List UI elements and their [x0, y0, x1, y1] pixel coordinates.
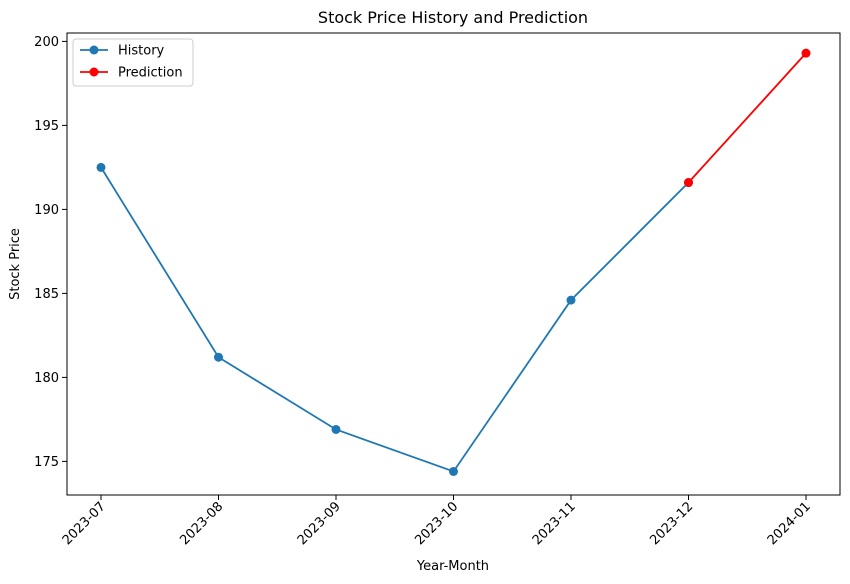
legend-item-history: History	[80, 44, 165, 59]
y-tick-label: 180	[34, 371, 59, 386]
y-tick-label: 200	[34, 35, 59, 50]
data-point	[449, 466, 458, 476]
data-point	[684, 178, 693, 188]
data-point	[566, 295, 576, 305]
data-point	[331, 424, 341, 434]
series-line	[100, 166, 690, 473]
y-tick-label: 175	[34, 455, 59, 470]
legend-label: History	[118, 44, 165, 59]
series-line	[687, 52, 807, 184]
legend-marker	[89, 45, 99, 55]
data-point	[801, 48, 811, 58]
data-point	[96, 162, 106, 172]
legend: History Prediction	[72, 38, 194, 87]
legend-item-prediction: Prediction	[80, 66, 183, 81]
series-prediction	[684, 48, 811, 188]
legend-marker	[89, 67, 99, 77]
y-axis-label: Stock Price	[8, 228, 23, 300]
legend-label: Prediction	[118, 66, 183, 81]
chart-title: Stock Price History and Prediction	[318, 8, 588, 27]
x-axis-label: Year-Month	[416, 559, 489, 574]
y-tick-label: 195	[34, 119, 59, 134]
y-tick-label: 185	[34, 287, 59, 302]
y-tick-label: 190	[34, 203, 59, 218]
data-point	[214, 352, 223, 362]
series-layer	[96, 48, 811, 476]
